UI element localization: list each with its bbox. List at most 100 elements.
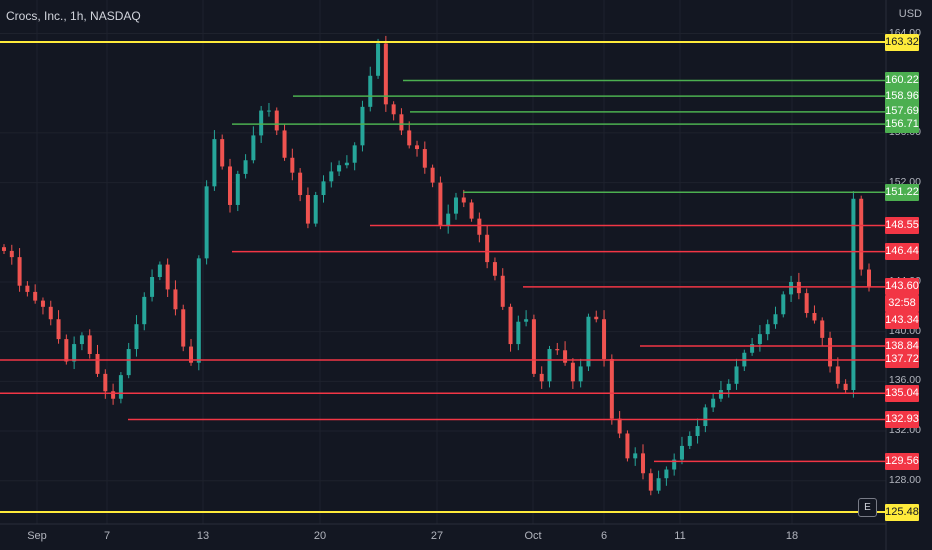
candle-body xyxy=(422,149,427,168)
candle-body xyxy=(391,104,396,115)
candle-body xyxy=(227,166,232,205)
candle-body xyxy=(165,264,170,290)
price-tick: 128.00 xyxy=(888,473,921,486)
candle-body xyxy=(765,324,770,335)
candle-body xyxy=(9,250,14,258)
candle-body xyxy=(828,337,833,367)
candle-body xyxy=(79,335,84,345)
candle-body xyxy=(695,426,700,436)
candle-body xyxy=(2,247,6,251)
price-tag-160-22: 160.22 xyxy=(885,72,919,89)
candle-body xyxy=(17,257,22,286)
candle-body xyxy=(477,218,482,235)
candle-body xyxy=(843,383,848,391)
candle-body xyxy=(56,319,61,340)
candle-body xyxy=(524,319,529,322)
candle-body xyxy=(773,314,778,325)
time-tick: 13 xyxy=(196,530,210,542)
candle-body xyxy=(150,277,155,297)
last-price-countdown: 32:58 xyxy=(885,295,919,313)
candle-body xyxy=(609,358,614,419)
candle-body xyxy=(641,453,646,474)
candle-body xyxy=(337,165,342,172)
candle-body xyxy=(142,296,147,325)
candle-body xyxy=(563,350,568,363)
candle-body xyxy=(703,407,708,427)
candle-body xyxy=(625,433,630,459)
candle-body xyxy=(251,135,256,161)
candle-body xyxy=(220,139,225,167)
candlestick-series xyxy=(2,35,871,496)
candle-body xyxy=(570,362,575,382)
candle-body xyxy=(40,300,45,307)
candle-body xyxy=(126,349,131,376)
horizontal-price-lines xyxy=(0,41,886,513)
price-tag-163-32: 163.32 xyxy=(885,33,919,51)
candle-body xyxy=(820,320,825,338)
candle-body xyxy=(157,264,162,277)
price-tag-137-72: 137.72 xyxy=(885,351,919,369)
candle-body xyxy=(212,139,217,187)
candle-body xyxy=(196,258,201,363)
candle-body xyxy=(516,321,521,345)
candle-body xyxy=(469,202,474,219)
candle-body xyxy=(344,162,349,166)
candle-body xyxy=(64,339,69,362)
candle-body xyxy=(438,182,443,227)
candle-body xyxy=(368,75,373,107)
candle-body xyxy=(594,316,599,320)
candle-body xyxy=(360,106,365,146)
time-tick: 18 xyxy=(785,530,799,542)
candle-body xyxy=(602,319,607,359)
candle-body xyxy=(134,324,139,350)
candle-body xyxy=(415,145,420,150)
candle-body xyxy=(305,195,310,224)
candle-body xyxy=(48,306,53,320)
currency-label: USD xyxy=(898,8,922,20)
candle-body xyxy=(851,198,856,391)
candle-body xyxy=(750,344,755,353)
chart-title: Crocs, Inc., 1h, NASDAQ xyxy=(6,9,141,23)
price-tag-125-48: 125.48 xyxy=(885,503,919,521)
price-tag-158-96: 158.96 xyxy=(885,87,919,105)
price-tag-138-84: 138.84 xyxy=(885,337,919,355)
candle-body xyxy=(274,110,279,131)
candle-body xyxy=(547,349,552,382)
price-tick: 136.00 xyxy=(888,374,921,387)
candle-body xyxy=(33,291,38,301)
events-icon[interactable]: E xyxy=(858,498,877,517)
candle-body xyxy=(711,398,716,408)
price-tag-156-71: 156.71 xyxy=(885,115,919,133)
candle-body xyxy=(282,130,287,158)
candle-body xyxy=(672,459,677,470)
candle-body xyxy=(95,354,100,374)
price-tag-151-22: 151.22 xyxy=(885,183,919,201)
candle-body xyxy=(508,306,513,345)
candle-body xyxy=(781,294,786,315)
time-tick: 27 xyxy=(430,530,444,542)
candle-body xyxy=(111,391,116,399)
candle-body xyxy=(453,197,458,214)
candle-body xyxy=(555,349,560,351)
time-tick: Oct xyxy=(524,530,542,542)
candle-body xyxy=(290,157,295,173)
candle-body xyxy=(867,269,871,287)
candle-body xyxy=(531,319,536,374)
candle-body xyxy=(383,43,388,105)
candle-body xyxy=(118,375,123,399)
candle-body xyxy=(189,346,194,363)
candle-body xyxy=(586,316,591,367)
time-tick: 11 xyxy=(674,530,686,542)
candle-body xyxy=(656,478,661,491)
price-tag-143-60: 143.60 xyxy=(885,278,919,296)
candle-body xyxy=(399,114,404,131)
candle-body xyxy=(204,186,209,259)
time-tick: Sep xyxy=(27,530,47,542)
candle-body xyxy=(266,110,271,112)
candle-body xyxy=(259,110,264,136)
candle-body xyxy=(633,453,638,459)
price-tag-146-44: 146.44 xyxy=(885,243,919,261)
candle-body xyxy=(804,293,809,314)
candle-body xyxy=(376,43,381,76)
